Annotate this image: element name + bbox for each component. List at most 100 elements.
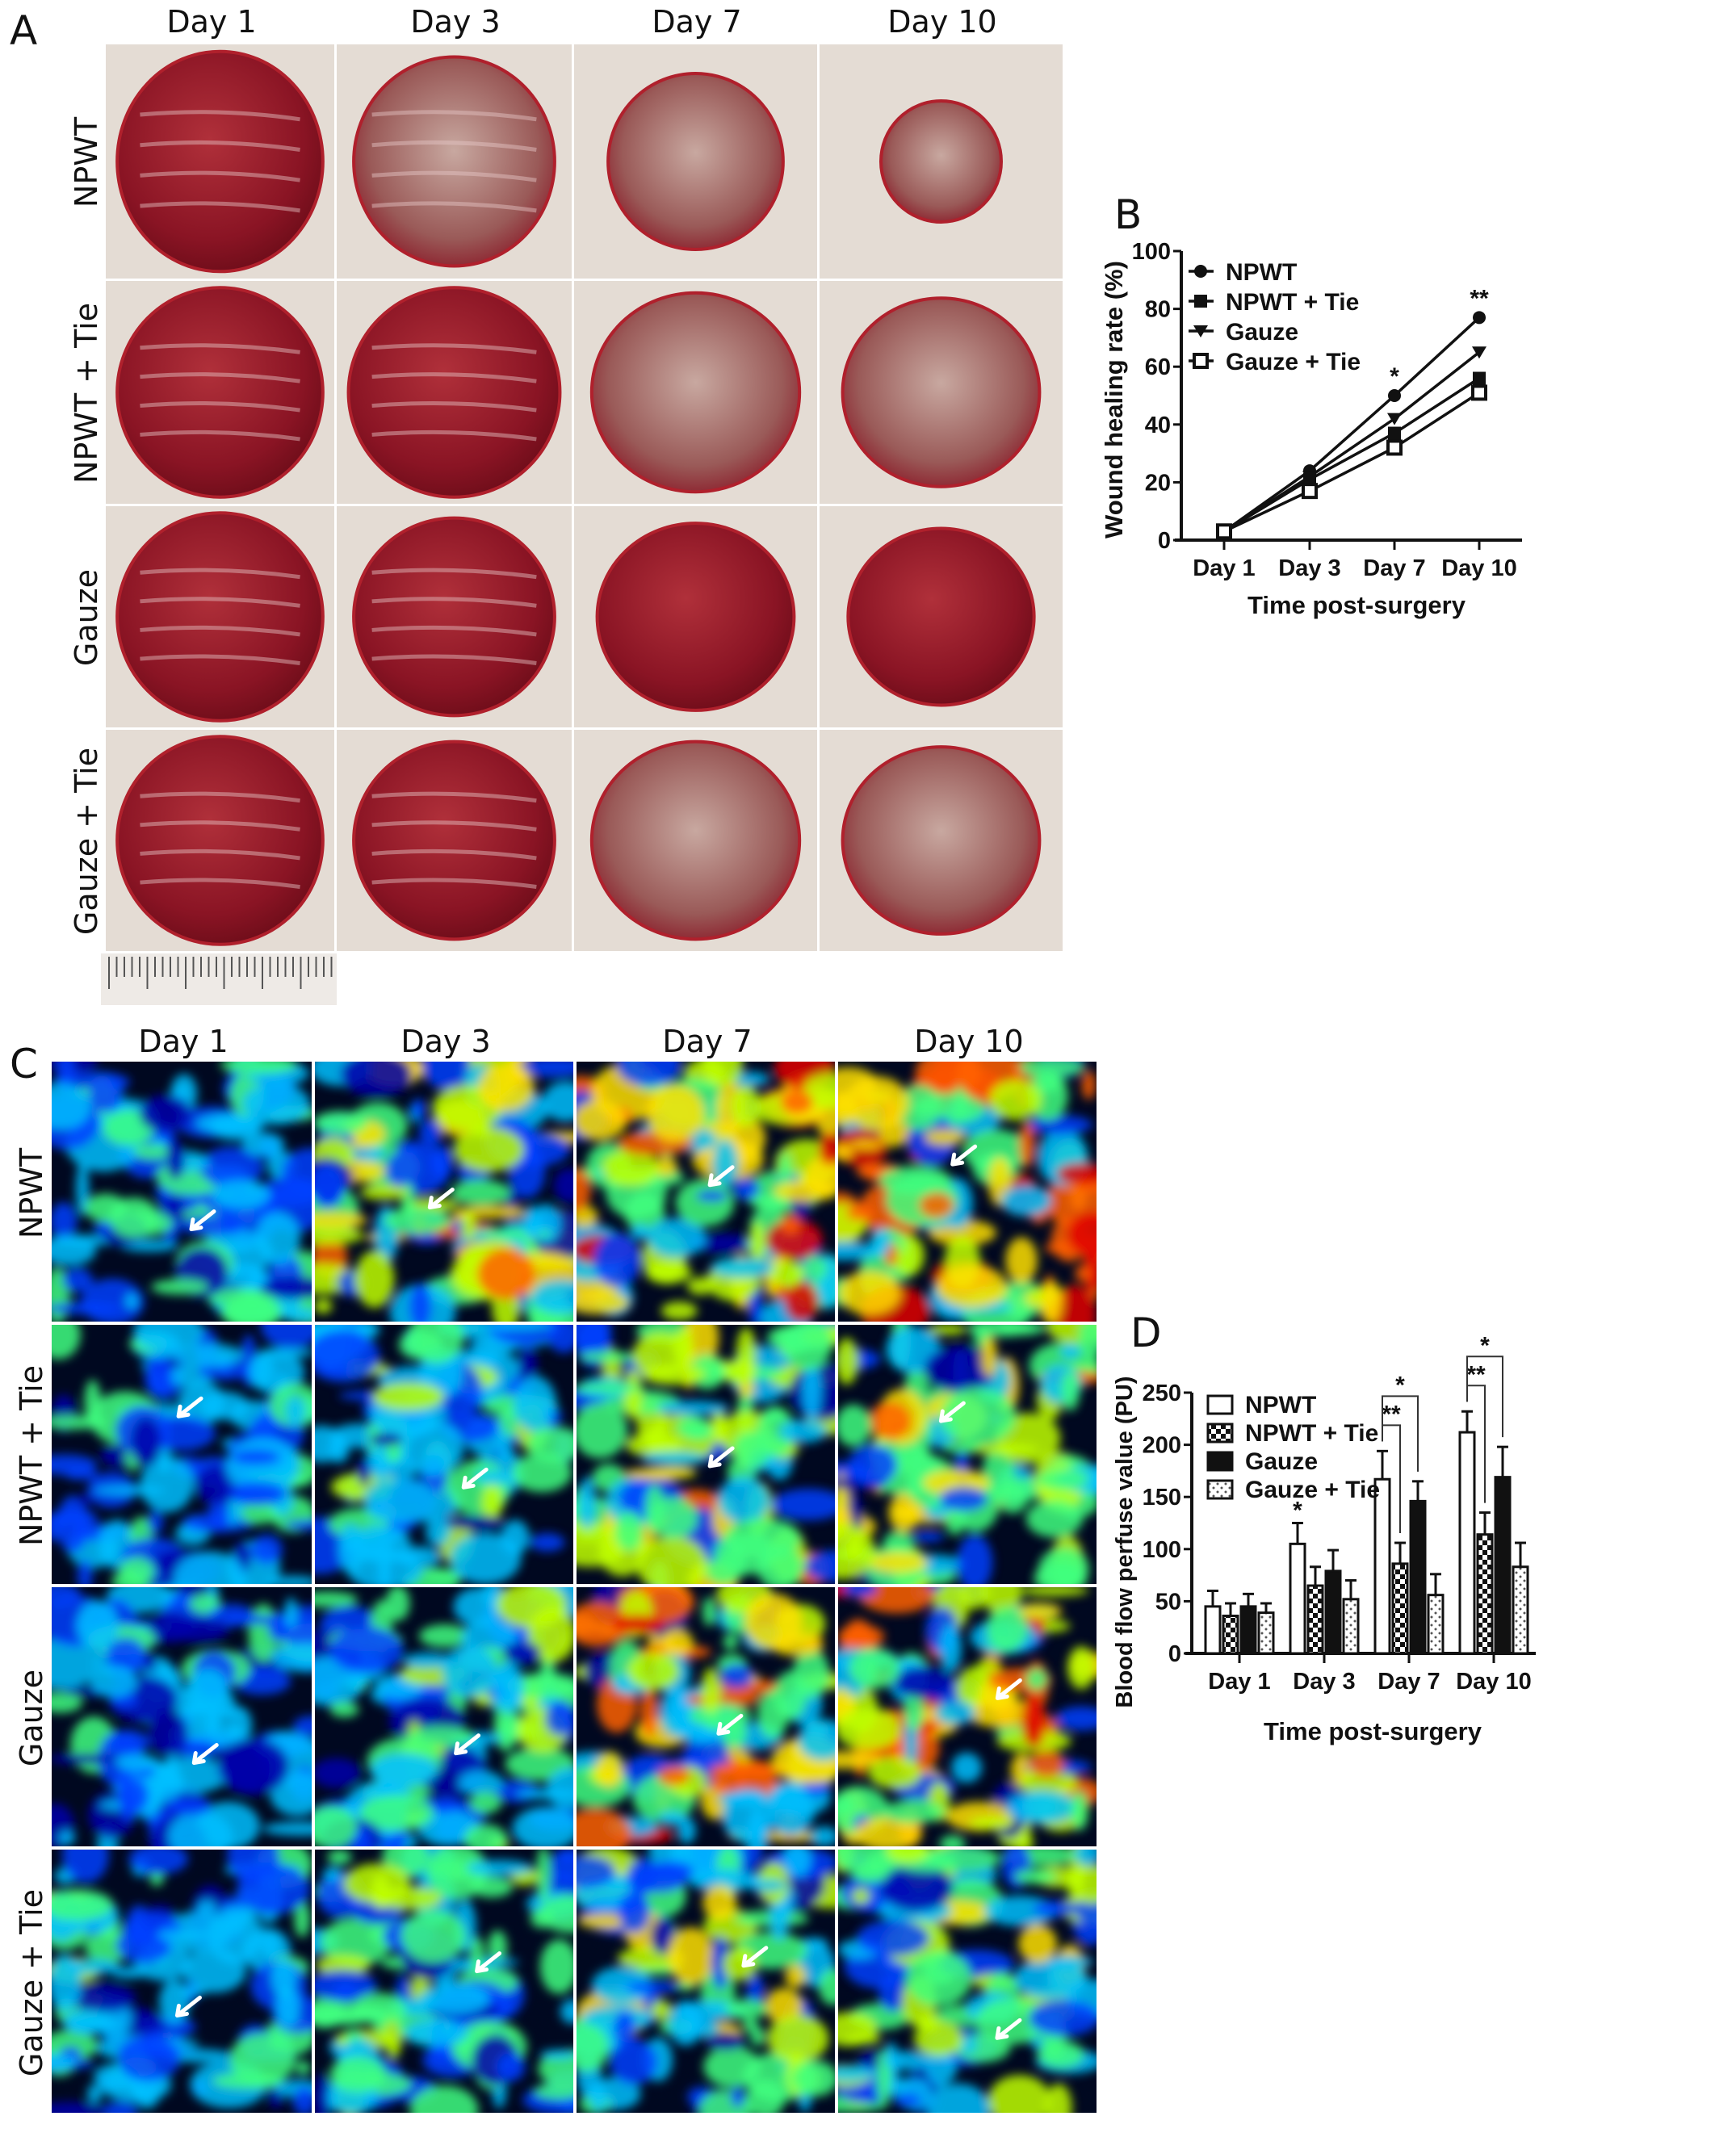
perfusion-blob bbox=[913, 2021, 963, 2057]
perfusion-heatmap bbox=[577, 1325, 835, 1584]
perfusion-blob bbox=[111, 1967, 149, 1979]
perfusion-blob bbox=[115, 1753, 158, 1771]
perfusion-blob bbox=[385, 1587, 410, 1621]
perfusion-blob bbox=[296, 2060, 311, 2076]
perfusion-heatmap bbox=[52, 1850, 312, 2113]
tissue-streak bbox=[140, 849, 300, 861]
perfusion-blob bbox=[315, 1591, 359, 1607]
perfusion-blob bbox=[577, 1601, 628, 1647]
perfusion-blob bbox=[342, 1538, 394, 1554]
perfusion-blob bbox=[960, 1587, 990, 1610]
y-tick-label: 20 bbox=[1145, 470, 1171, 496]
perfusion-heatmap bbox=[838, 1062, 1097, 1322]
perfusion-blob bbox=[1019, 1587, 1089, 1597]
perfusion-blob bbox=[924, 1345, 996, 1393]
perfusion-blob bbox=[997, 1484, 1028, 1514]
bar bbox=[1257, 1611, 1275, 1655]
perfusion-blob bbox=[502, 1640, 541, 1666]
perfusion-blob bbox=[560, 1999, 573, 2024]
perfusion-blob bbox=[466, 1859, 533, 1876]
perfusion-blob bbox=[442, 1515, 505, 1531]
perfusion-blob bbox=[469, 1791, 502, 1814]
perfusion-blob bbox=[939, 1835, 966, 1846]
perfusion-blob bbox=[178, 1984, 208, 1997]
perfusion-blob bbox=[858, 1587, 936, 1614]
wound-area bbox=[879, 99, 1003, 224]
perfusion-blob bbox=[88, 1072, 124, 1113]
perfusion-blob bbox=[623, 1368, 643, 1419]
perfusion-blob bbox=[217, 1737, 290, 1795]
perfusion-blob bbox=[229, 2033, 296, 2086]
perfusion-blob bbox=[577, 1325, 612, 1352]
perfusion-blob bbox=[799, 1937, 828, 1950]
series-path bbox=[1223, 391, 1480, 533]
perfusion-blob bbox=[623, 1467, 696, 1480]
wound-photo bbox=[106, 44, 334, 279]
perfusion-blob bbox=[139, 1094, 192, 1133]
perfusion-blob bbox=[723, 1633, 738, 1650]
perfusion-blob bbox=[632, 1332, 690, 1379]
perfusion-blob bbox=[174, 1551, 247, 1584]
perfusion-blob bbox=[420, 1983, 490, 2015]
perfusion-blob bbox=[52, 1301, 122, 1315]
perfusion-blob bbox=[294, 1900, 310, 1938]
perfusion-blob bbox=[630, 1224, 650, 1240]
perfusion-blob bbox=[501, 1519, 530, 1555]
perfusion-blob bbox=[927, 2083, 991, 2113]
perfusion-blob bbox=[1025, 1667, 1048, 1691]
perfusion-blob bbox=[371, 1444, 388, 1482]
series-line bbox=[1216, 384, 1487, 540]
y-tick-label: 0 bbox=[1158, 528, 1171, 554]
perfusion-blob bbox=[688, 1868, 758, 1892]
perfusion-blob bbox=[284, 1597, 298, 1628]
perfusion-blob bbox=[75, 1162, 90, 1216]
perfusion-blob bbox=[746, 2079, 785, 2113]
perfusion-blob bbox=[315, 1970, 377, 2001]
perfusion-blob bbox=[180, 1706, 246, 1717]
perfusion-blob bbox=[1013, 1958, 1088, 2000]
tissue-streak bbox=[140, 820, 300, 832]
perfusion-blob bbox=[653, 1157, 678, 1177]
perfusion-blob bbox=[710, 1257, 774, 1278]
blood-flow-bar-chart: 0 50 100 150 200 250 Day 1 Day 3 Day 7 Day 10 Time… bbox=[1112, 1332, 1536, 1745]
x-tick-label: Day 7 bbox=[1363, 555, 1425, 581]
perfusion-blob bbox=[925, 2049, 958, 2085]
marker-open-square bbox=[1302, 483, 1318, 500]
perfusion-blob bbox=[151, 1279, 208, 1295]
bar bbox=[1427, 1594, 1445, 1655]
perfusion-blob bbox=[329, 1701, 359, 1718]
perfusion-blob bbox=[66, 1959, 120, 1975]
heatmap-blobs bbox=[577, 1850, 835, 2113]
perfusion-blob bbox=[327, 1850, 352, 1865]
perfusion-blob bbox=[220, 1062, 298, 1075]
perfusion-blob bbox=[838, 1796, 856, 1816]
perfusion-blob bbox=[93, 1221, 115, 1234]
perfusion-blob bbox=[670, 1756, 731, 1767]
perfusion-blob bbox=[522, 1205, 543, 1240]
perfusion-blob bbox=[1013, 1869, 1057, 1884]
perfusion-blob bbox=[613, 2010, 636, 2047]
perfusion-blob bbox=[724, 1999, 768, 2019]
perfusion-blob bbox=[1019, 1121, 1035, 1168]
perfusion-blob bbox=[515, 1788, 573, 1800]
perfusion-blob bbox=[968, 1816, 1015, 1829]
legend-label: NPWT + Tie bbox=[1226, 289, 1359, 316]
perfusion-blob bbox=[58, 1830, 76, 1846]
perfusion-blob bbox=[270, 1642, 312, 1672]
perfusion-blob bbox=[512, 1806, 573, 1846]
perfusion-blob bbox=[86, 2084, 103, 2104]
marker-circle bbox=[1388, 389, 1401, 402]
perfusion-blob bbox=[1077, 1325, 1097, 1357]
wound-area bbox=[589, 291, 802, 494]
perfusion-blob bbox=[722, 1946, 757, 1981]
perfusion-blob bbox=[108, 1729, 150, 1755]
perfusion-blob bbox=[488, 1930, 508, 1964]
perfusion-blob bbox=[732, 1177, 760, 1200]
x-tick-label: Day 10 bbox=[1456, 1669, 1532, 1695]
perfusion-blob bbox=[577, 2024, 609, 2072]
legend-label: Gauze bbox=[1226, 319, 1298, 346]
perfusion-blob bbox=[453, 1587, 504, 1626]
wound-photo bbox=[820, 281, 1063, 504]
perfusion-blob bbox=[450, 1957, 519, 1967]
perfusion-blob bbox=[612, 1615, 665, 1634]
